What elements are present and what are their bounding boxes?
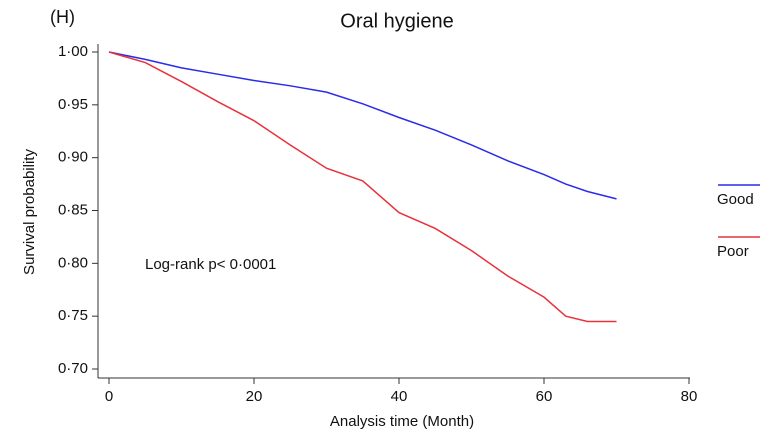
annotation: Log-rank p< 0·0001 [145,256,276,273]
x-axis-label: Analysis time (Month) [330,413,474,430]
x-tick-label: 0 [105,388,113,405]
panel-label: (H) [50,7,75,27]
x-tick-label: 20 [246,388,263,405]
x-tick-label: 40 [391,388,408,405]
y-tick-label: 0·70 [58,360,88,377]
y-tick-label: 0·85 [58,201,88,218]
chart-title: Oral hygiene [340,10,453,32]
y-tick-label: 0·80 [58,254,88,271]
y-tick-label: 0·95 [58,96,88,113]
legend-label: Poor [717,243,749,260]
y-tick-label: 0·75 [58,307,88,324]
y-tick-label: 1·00 [58,43,88,60]
x-tick-label: 80 [681,388,698,405]
survival-line [108,51,617,200]
x-tick-label: 60 [536,388,553,405]
y-tick-label: 0·90 [58,149,88,166]
legend-label: Good [717,191,754,208]
y-axis-label: Survival probability [21,149,38,275]
survival-line [108,51,617,323]
